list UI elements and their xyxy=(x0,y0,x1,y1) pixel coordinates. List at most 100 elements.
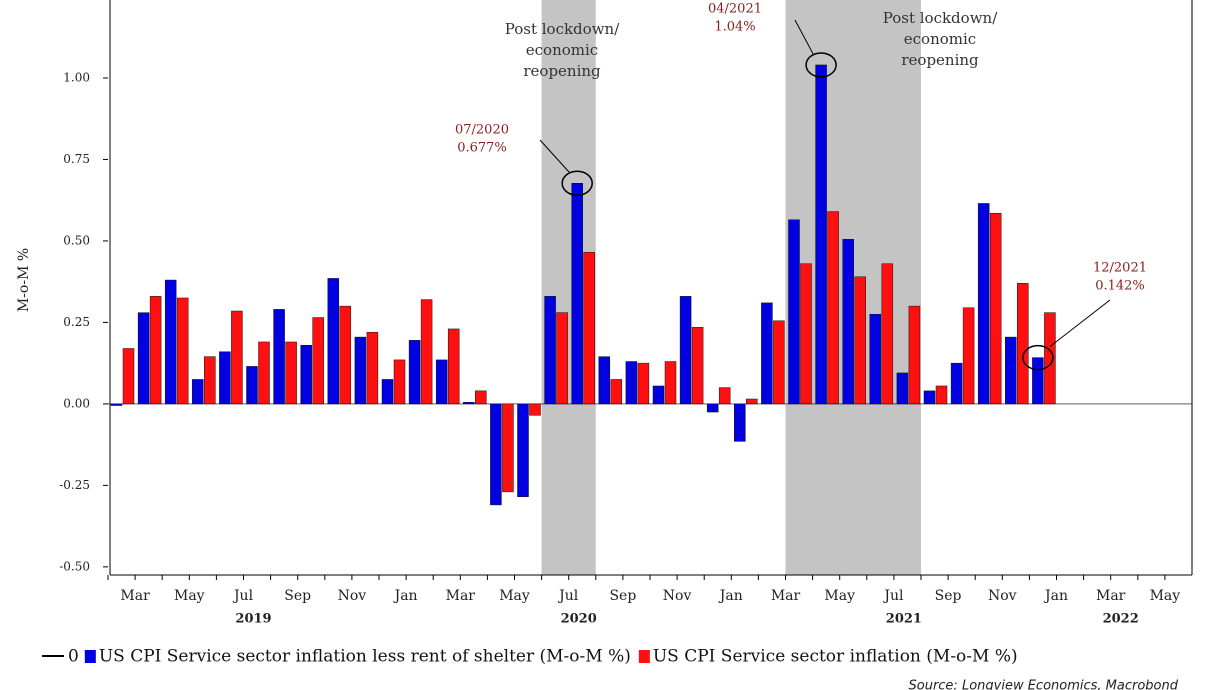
bar xyxy=(923,390,936,405)
year-label: 2021 xyxy=(886,612,922,627)
x-tick-label: May xyxy=(499,588,530,604)
x-tick-label: Mar xyxy=(1096,588,1126,604)
bar xyxy=(869,314,882,405)
bar xyxy=(273,309,285,405)
legend-label: 0 xyxy=(68,647,79,667)
callout-circle xyxy=(805,52,837,78)
bar xyxy=(1044,312,1056,405)
x-tick-label: May xyxy=(174,588,205,604)
callout-circle xyxy=(561,170,593,196)
y-tick-label: 1.00 xyxy=(63,70,90,84)
bar xyxy=(258,341,270,405)
bar xyxy=(204,356,216,405)
bar xyxy=(652,385,665,405)
annotation: 1.04% xyxy=(714,20,755,35)
y-tick-label: 1.25 xyxy=(63,0,90,3)
year-label: 2020 xyxy=(561,612,597,627)
bar xyxy=(164,279,177,405)
x-tick-label: Jan xyxy=(393,588,418,604)
bar xyxy=(339,305,352,405)
annotation: economic xyxy=(904,30,976,48)
annotation: 12/2021 xyxy=(1093,261,1147,276)
annotation: Post lockdown/ xyxy=(505,20,620,38)
bar xyxy=(381,379,394,405)
bar xyxy=(556,312,568,405)
bar xyxy=(517,403,529,498)
x-tick-label: Mar xyxy=(771,588,801,604)
bar xyxy=(881,263,894,405)
callout-leader xyxy=(539,139,570,173)
bar xyxy=(192,379,204,405)
callout-circle xyxy=(1022,344,1054,371)
year-label: 2019 xyxy=(235,612,271,627)
y-tick-label: -0.25 xyxy=(59,478,90,492)
y-tick-label: -0.50 xyxy=(59,559,90,573)
y-tick-label: 0.00 xyxy=(63,396,90,410)
bar xyxy=(935,385,948,405)
bar xyxy=(815,64,827,405)
bar xyxy=(746,398,758,405)
callout-leader xyxy=(794,19,814,55)
bar xyxy=(788,219,800,405)
bar xyxy=(300,344,312,405)
bar xyxy=(1017,283,1029,405)
bar xyxy=(420,299,433,405)
source: Source: Longview Economics, Macrobond xyxy=(909,679,1179,690)
annotation: Post lockdown/ xyxy=(883,9,998,27)
bar xyxy=(110,403,123,406)
bar xyxy=(122,348,135,405)
bar xyxy=(544,296,556,405)
x-tick-label: Jan xyxy=(718,588,743,604)
y-tick-label: 0.50 xyxy=(63,233,90,247)
x-tick-label: Jan xyxy=(1043,588,1068,604)
annotation: 04/2021 xyxy=(708,2,762,17)
bar xyxy=(149,296,162,405)
y-tick-label: 0.25 xyxy=(63,315,90,329)
bar xyxy=(502,403,514,493)
legend-label: US CPI Service sector inflation less ren… xyxy=(99,647,631,667)
bar xyxy=(761,302,773,405)
annotation: reopening xyxy=(523,62,601,80)
bar xyxy=(447,328,460,405)
x-tick-label: Nov xyxy=(338,588,367,604)
bar xyxy=(583,252,595,405)
bar xyxy=(285,341,297,405)
bar xyxy=(219,351,231,405)
x-tick-label: Nov xyxy=(988,588,1017,604)
bar xyxy=(800,263,812,405)
x-tick-label: Jul xyxy=(232,588,254,604)
bar xyxy=(529,403,541,416)
bar xyxy=(950,362,963,405)
bar xyxy=(827,211,839,405)
bar xyxy=(679,296,692,405)
bar xyxy=(246,366,258,405)
legend-swatch xyxy=(638,650,650,663)
annotation: economic xyxy=(526,41,598,59)
y-axis-label: M-o-M % xyxy=(16,248,32,312)
annotation: 0.142% xyxy=(1095,279,1145,294)
x-tick-label: Jul xyxy=(882,588,904,604)
bar xyxy=(1032,357,1044,405)
bar xyxy=(408,340,421,405)
bar xyxy=(475,390,487,405)
x-tick-label: Sep xyxy=(935,588,962,604)
bar xyxy=(734,403,746,442)
bar xyxy=(435,359,448,405)
bar xyxy=(842,239,854,405)
x-tick-label: May xyxy=(824,588,855,604)
year-label: 2022 xyxy=(1103,612,1139,627)
bar xyxy=(625,361,638,405)
bar xyxy=(691,327,704,405)
x-tick-label: Mar xyxy=(446,588,476,604)
x-tick-label: Jul xyxy=(557,588,579,604)
bar xyxy=(354,336,367,405)
bar xyxy=(1005,336,1017,405)
bar xyxy=(664,361,677,405)
annotation: 0.677% xyxy=(457,141,507,156)
bar xyxy=(463,402,475,405)
x-tick-label: Nov xyxy=(663,588,692,604)
bar xyxy=(231,310,243,405)
bar xyxy=(137,312,150,405)
bar xyxy=(989,212,1002,405)
